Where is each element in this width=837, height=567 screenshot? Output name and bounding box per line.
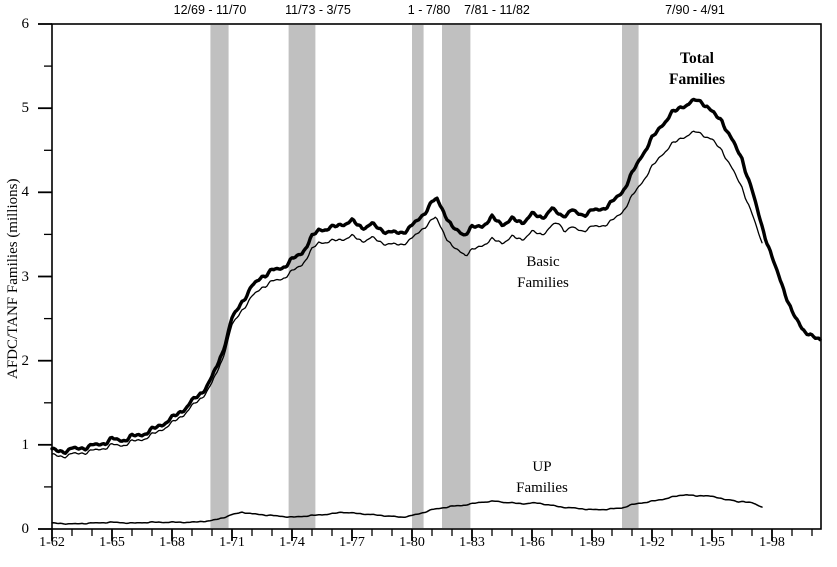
x-tick-label: 1-83 xyxy=(459,535,485,550)
y-tick-label: 1 xyxy=(21,437,30,453)
x-tick-label: 1-65 xyxy=(99,535,125,550)
recession-period-label: 12/69 - 11/70 xyxy=(173,3,247,17)
x-tick-label: 1-98 xyxy=(759,535,785,550)
series-line-up-families xyxy=(51,494,763,525)
x-tick-label: 1-68 xyxy=(159,535,185,550)
recession-period-label: 1 - 7/80 xyxy=(407,3,451,17)
recession-period-label: 7/90 - 4/91 xyxy=(665,3,725,17)
series-label-line: Families xyxy=(516,480,568,496)
series-line-total-families xyxy=(50,97,822,455)
series-label-line: Families xyxy=(517,275,569,291)
series-label-total-families: Total Families xyxy=(622,48,772,90)
series-label-line: Basic xyxy=(526,254,560,270)
x-tick-label: 1-62 xyxy=(39,535,65,550)
x-tick-label: 1-86 xyxy=(519,535,545,550)
recession-period-label: 11/73 - 3/75 xyxy=(285,3,351,17)
recession-band xyxy=(412,25,424,528)
recession-band xyxy=(622,25,639,528)
recession-band xyxy=(288,25,316,528)
series-label-line: Total xyxy=(680,50,714,67)
recession-band xyxy=(442,25,471,528)
y-tick-label: 5 xyxy=(21,100,30,116)
x-tick-label: 1-92 xyxy=(639,535,665,550)
recession-band xyxy=(210,25,229,528)
y-tick-label: 4 xyxy=(21,184,30,200)
x-tick-label: 1-71 xyxy=(219,535,245,550)
x-tick-label: 1-74 xyxy=(279,535,305,550)
series-label-line: UP xyxy=(532,459,552,475)
plot-frame xyxy=(51,23,822,530)
x-tick-label: 1-89 xyxy=(579,535,605,550)
series-label-up-families: UP Families xyxy=(467,457,617,499)
recession-period-label: 7/81 - 11/82 xyxy=(464,3,530,17)
y-tick-label: 2 xyxy=(21,353,30,369)
y-tick-label: 0 xyxy=(21,521,30,537)
series-label-basic-families: Basic Families xyxy=(468,252,618,294)
x-tick-label: 1-80 xyxy=(399,535,425,550)
y-tick-label: 6 xyxy=(21,16,30,32)
series-line-basic-families xyxy=(51,130,763,459)
series-label-line: Families xyxy=(669,71,725,88)
y-tick-label: 3 xyxy=(21,269,30,285)
x-tick-label: 1-77 xyxy=(339,535,365,550)
x-tick-label: 1-95 xyxy=(699,535,725,550)
